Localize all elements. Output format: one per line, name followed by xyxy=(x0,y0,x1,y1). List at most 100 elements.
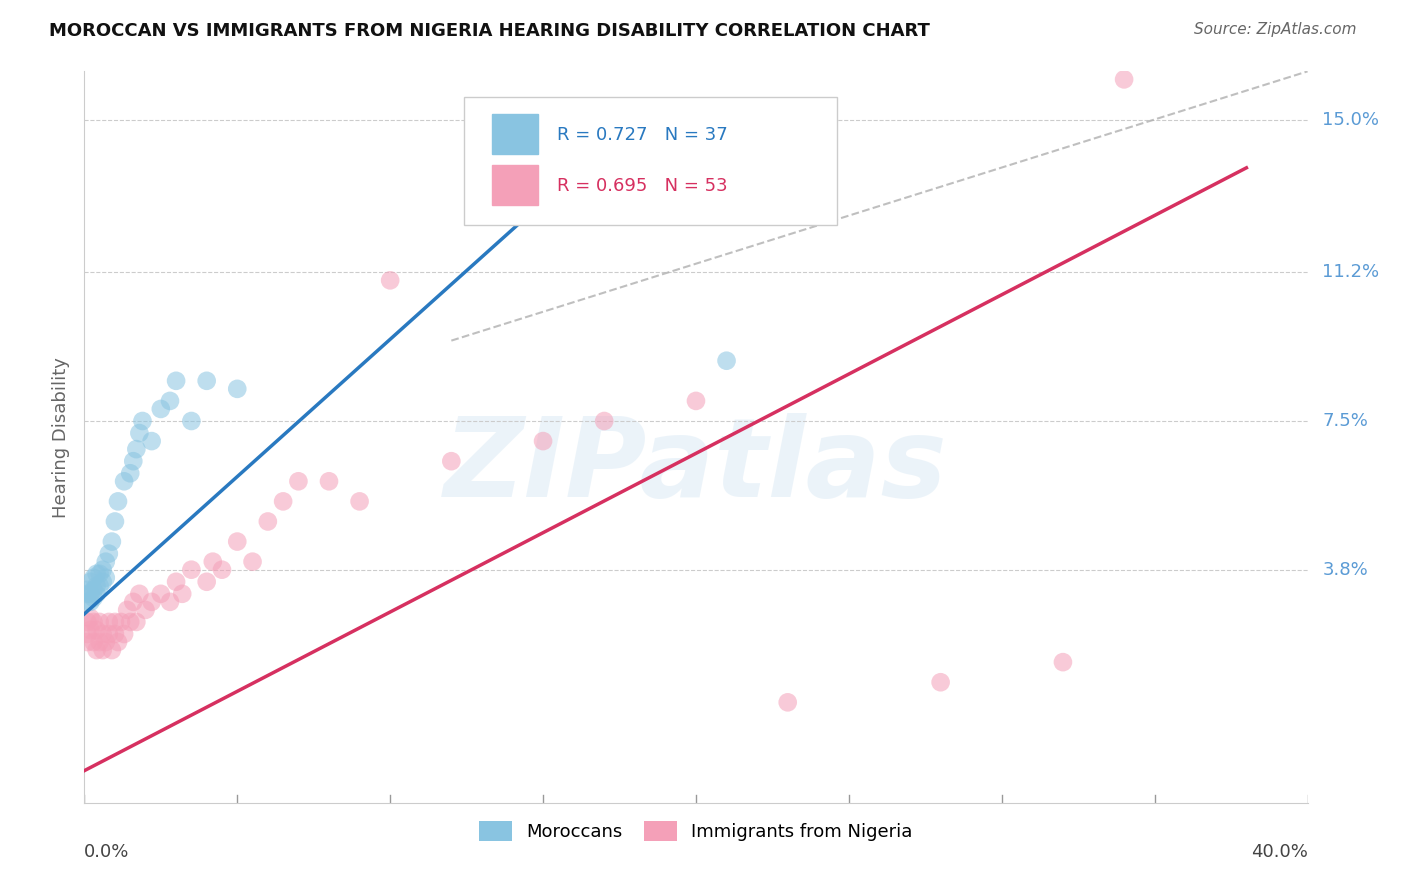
Point xyxy=(94,555,117,569)
FancyBboxPatch shape xyxy=(464,97,837,225)
Point xyxy=(79,623,101,637)
Point xyxy=(318,475,340,489)
Point xyxy=(91,574,114,589)
Text: ZIPatlas: ZIPatlas xyxy=(444,413,948,520)
Point xyxy=(79,574,101,589)
Point xyxy=(97,615,120,629)
Point xyxy=(83,635,105,649)
Point xyxy=(104,627,127,641)
Point xyxy=(531,434,554,449)
Point xyxy=(180,414,202,428)
Point xyxy=(94,635,117,649)
Point xyxy=(287,475,309,489)
Point xyxy=(125,442,148,457)
Point xyxy=(86,566,108,581)
Text: 7.5%: 7.5% xyxy=(1322,412,1368,430)
Text: 3.8%: 3.8% xyxy=(1322,561,1368,579)
Point xyxy=(79,595,101,609)
Point xyxy=(195,374,218,388)
Point xyxy=(159,393,181,408)
Point xyxy=(76,615,98,629)
Point xyxy=(141,595,163,609)
Point xyxy=(76,587,98,601)
Point xyxy=(128,587,150,601)
Point xyxy=(122,595,145,609)
Point xyxy=(1052,655,1074,669)
Point xyxy=(86,587,108,601)
Point xyxy=(107,494,129,508)
Point xyxy=(91,563,114,577)
Point xyxy=(89,579,111,593)
Point xyxy=(122,454,145,468)
Point xyxy=(89,615,111,629)
Point xyxy=(83,615,105,629)
Point xyxy=(83,571,105,585)
Point xyxy=(120,615,142,629)
Point xyxy=(91,643,114,657)
Point xyxy=(165,574,187,589)
Point xyxy=(76,595,98,609)
Point xyxy=(685,393,707,408)
Point xyxy=(86,579,108,593)
Bar xyxy=(492,114,538,154)
Point xyxy=(89,635,111,649)
Point xyxy=(86,643,108,657)
Point xyxy=(112,475,135,489)
Point xyxy=(135,603,157,617)
Point xyxy=(349,494,371,508)
Point xyxy=(79,587,101,601)
Point xyxy=(195,574,218,589)
Text: R = 0.695   N = 53: R = 0.695 N = 53 xyxy=(557,178,727,195)
Text: 11.2%: 11.2% xyxy=(1322,263,1379,281)
Point xyxy=(115,603,138,617)
Point xyxy=(131,414,153,428)
Point xyxy=(172,587,194,601)
Point xyxy=(141,434,163,449)
Point xyxy=(89,566,111,581)
Point xyxy=(929,675,952,690)
Point xyxy=(380,273,402,287)
Point xyxy=(76,582,98,597)
Point xyxy=(271,494,294,508)
Point xyxy=(97,627,120,641)
Point xyxy=(149,401,172,416)
Point xyxy=(83,591,105,605)
Point xyxy=(226,534,249,549)
Point xyxy=(101,534,124,549)
Point xyxy=(211,563,233,577)
Point xyxy=(1114,72,1136,87)
Point xyxy=(125,615,148,629)
Point xyxy=(104,515,127,529)
Point xyxy=(242,555,264,569)
Point xyxy=(165,374,187,388)
Point xyxy=(149,587,172,601)
Point xyxy=(201,555,224,569)
Point xyxy=(593,414,616,428)
Point xyxy=(101,643,124,657)
Point xyxy=(79,611,101,625)
Point xyxy=(104,615,127,629)
Text: 40.0%: 40.0% xyxy=(1251,843,1308,861)
Point xyxy=(112,627,135,641)
Point xyxy=(257,515,280,529)
Point xyxy=(716,353,738,368)
Point xyxy=(440,454,463,468)
Point xyxy=(86,623,108,637)
Point xyxy=(110,615,132,629)
Text: MOROCCAN VS IMMIGRANTS FROM NIGERIA HEARING DISABILITY CORRELATION CHART: MOROCCAN VS IMMIGRANTS FROM NIGERIA HEAR… xyxy=(49,22,931,40)
Point xyxy=(547,193,569,207)
Point xyxy=(76,627,98,641)
Point xyxy=(83,582,105,597)
Point xyxy=(226,382,249,396)
Text: Source: ZipAtlas.com: Source: ZipAtlas.com xyxy=(1194,22,1357,37)
Text: 15.0%: 15.0% xyxy=(1322,111,1379,128)
Text: R = 0.727   N = 37: R = 0.727 N = 37 xyxy=(557,126,727,144)
Point xyxy=(107,635,129,649)
Point xyxy=(94,571,117,585)
Point xyxy=(76,635,98,649)
Point xyxy=(97,547,120,561)
Point xyxy=(159,595,181,609)
Legend: Moroccans, Immigrants from Nigeria: Moroccans, Immigrants from Nigeria xyxy=(472,814,920,848)
Y-axis label: Hearing Disability: Hearing Disability xyxy=(52,357,70,517)
Point xyxy=(776,695,799,709)
